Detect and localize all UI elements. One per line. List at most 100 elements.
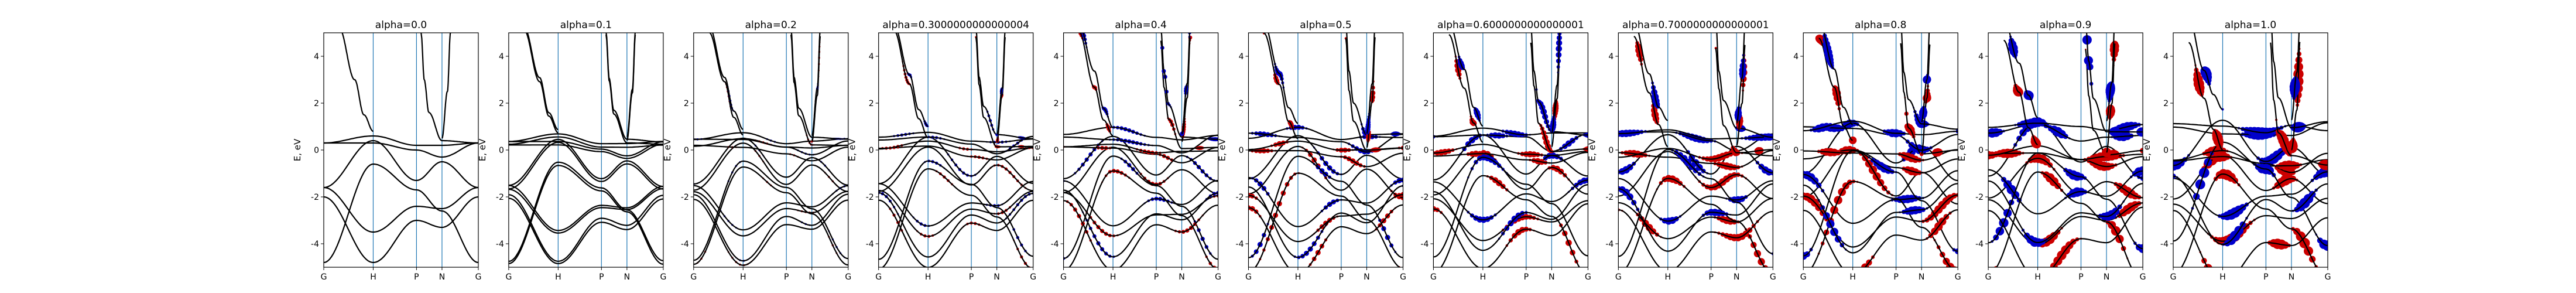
subplot: alpha=0.6000000000000001 E, eV -4 -2 0 2 4 G H P N… [1402,19,1591,282]
band-line [1063,144,1218,154]
band-line [508,136,663,148]
band-line [441,33,451,139]
bands-group [508,33,663,265]
band-line [975,33,1033,139]
y-tick-label: 4 [1793,52,1799,62]
subplot-title: alpha=0.0 [375,19,427,31]
band-line [882,168,1030,267]
band-line [790,33,848,140]
band-line [1254,172,1401,267]
y-axis-label: E, eV [1957,138,1967,161]
band-line [811,33,821,137]
band-line [1181,33,1191,135]
band-line [1618,183,1773,252]
x-tick-label: H [555,272,561,282]
band-line [324,135,478,146]
x-tick-label: G [845,272,851,282]
band-line [2173,210,2328,267]
x-tick-label: P [784,272,789,282]
bands-group [693,33,848,267]
band-line [897,33,929,127]
band-line [1440,175,1580,267]
projection-marker [2298,27,2300,29]
y-axis-label: E, eV [2142,138,2152,161]
axes-frame [1618,32,1773,268]
y-tick-label: 4 [1239,52,1244,62]
x-tick-label: H [1665,272,1671,282]
x-tick-label: N [1179,272,1184,282]
y-tick-label: 0 [499,146,504,155]
y-tick-label: -4 [496,240,504,249]
band-line [2291,33,2300,121]
y-tick-label: -4 [1236,240,1244,249]
band-line [1063,146,1218,195]
band-line [1618,149,1773,168]
y-tick-label: 2 [684,99,689,108]
band-line [693,132,848,145]
y-tick-label: 2 [1239,99,1244,108]
band-line [508,141,663,190]
band-line [2173,197,2328,242]
subplot: alpha=0.3000000000000004 E, eV -4 -2 0 2 4 G H P N… [847,19,1036,282]
x-tick-label: N [2289,272,2294,282]
y-tick-label: -4 [1605,240,1614,249]
subplot: alpha=1.0 E, eV -4 -2 0 2 4 G H P N G [2142,19,2331,284]
subplot-title: alpha=0.3000000000000004 [882,19,1029,31]
band-line [1248,145,1403,199]
axes-frame [1988,32,2143,268]
band-line [2003,39,2038,145]
band-line [878,192,1033,258]
band-line [1063,200,1218,267]
x-tick-label: H [1110,272,1116,282]
band-line [508,133,663,145]
band-line [2173,120,2328,176]
axes-frame [693,32,849,268]
band-line [1248,135,1403,180]
band-line [708,33,744,136]
projection-marker [2044,273,2048,277]
band-line [693,193,848,262]
x-tick-label: G [1060,272,1067,282]
x-tick-label: P [1339,272,1344,282]
y-axis-label: E, eV [292,138,303,161]
band-line [1996,171,2132,267]
y-axis-label: E, eV [477,138,488,161]
band-line [996,33,1006,135]
x-tick-label: N [1549,272,1554,282]
projection-marker [1188,26,1192,30]
x-tick-label: G [1400,272,1406,282]
x-tick-label: G [660,272,666,282]
subplot: alpha=0.5 E, eV -4 -2 0 2 4 G H P N G [1217,19,1406,282]
x-tick-label: N [624,272,630,282]
axes-frame [323,32,479,268]
band-line [420,33,478,144]
y-tick-label: -4 [311,240,319,249]
band-line [693,137,848,186]
bands-group [1248,22,1403,267]
y-tick-label: 0 [314,146,319,155]
projection-marker [1189,25,1192,28]
band-line [1063,146,1218,163]
x-tick-label: P [969,272,974,282]
x-tick-label: H [2034,272,2041,282]
y-tick-label: 0 [2163,146,2169,155]
y-tick-label: 0 [1054,146,1059,155]
band-line [693,142,848,192]
y-tick-label: 2 [314,99,319,108]
x-tick-label: P [1893,272,1898,282]
band-line [1988,199,2143,246]
y-tick-label: 4 [684,52,689,62]
band-line [1638,33,1668,121]
bands-group [1803,28,1958,267]
band-line [1063,155,1218,260]
projection-marker [2222,282,2225,284]
band-line [1433,144,1588,156]
band-line [790,34,848,146]
band-line [878,145,1033,161]
bands-group [1988,33,2143,277]
projection-marker [1823,28,1824,29]
y-tick-label: -2 [1236,193,1244,202]
projection-marker [1373,22,1377,25]
y-tick-label: 4 [1423,52,1429,62]
projection-marker [1188,28,1192,32]
